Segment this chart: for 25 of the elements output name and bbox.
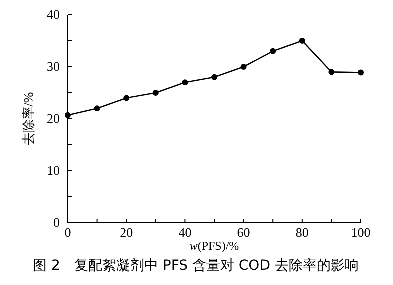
point (270, 48, 276, 54)
y-tick-label: 30 (47, 59, 60, 74)
y-axis-title: 去除率/% (21, 92, 36, 146)
x-tick-label: 60 (237, 225, 250, 240)
point (212, 74, 218, 80)
y-tick-label: 40 (47, 7, 60, 22)
point (65, 112, 71, 118)
x-tick-label: 100 (351, 225, 371, 240)
x-tick-label: 20 (120, 225, 134, 240)
x-tick-label: 40 (178, 225, 192, 240)
point (299, 38, 306, 44)
x-tick-label: 0 (64, 225, 72, 240)
point (358, 70, 364, 76)
point (124, 95, 130, 102)
point (182, 80, 188, 86)
point (94, 106, 100, 112)
point (328, 69, 335, 76)
point (152, 90, 159, 96)
y-tick-label: 10 (47, 163, 60, 178)
caption: 图 2 复配絮凝剂中 PFS 含量对 COD 去除率的影响 (33, 258, 359, 274)
y-tick-label: 20 (47, 111, 60, 126)
x-axis-title: w(PFS)/% (190, 239, 240, 253)
y-tick-label: 0 (54, 215, 60, 230)
point (240, 64, 247, 70)
x-tick-label: 80 (296, 225, 309, 240)
